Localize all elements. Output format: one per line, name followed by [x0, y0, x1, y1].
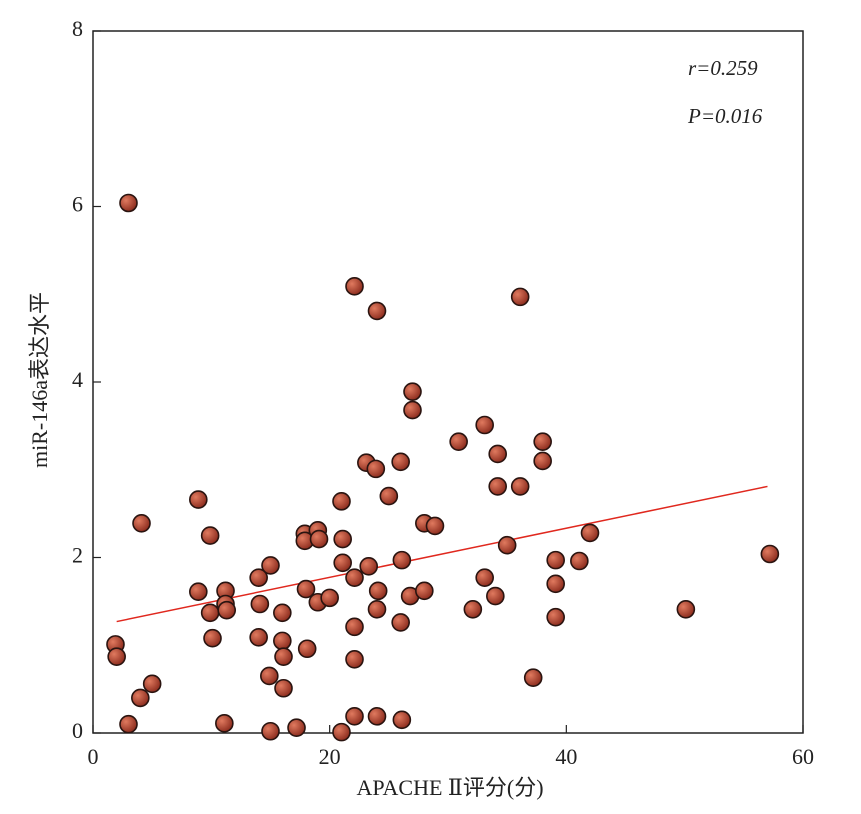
point: [320, 588, 339, 608]
point: [425, 516, 445, 536]
point: [296, 579, 316, 599]
point: [119, 714, 138, 734]
point: [215, 714, 234, 733]
point: [760, 544, 780, 564]
x-tick-label: 20: [319, 744, 341, 769]
point: [273, 603, 292, 623]
point: [119, 193, 138, 213]
point: [217, 600, 237, 620]
point: [249, 628, 268, 647]
point: [367, 707, 387, 726]
point: [368, 581, 388, 601]
point: [261, 556, 280, 575]
point: [366, 459, 386, 479]
point: [132, 513, 151, 533]
x-axis-label: APACHE Ⅱ评分(分): [356, 775, 543, 800]
y-tick-label: 8: [72, 16, 83, 41]
point: [309, 529, 329, 549]
point: [333, 529, 352, 549]
point: [488, 444, 508, 464]
point: [332, 492, 351, 511]
point: [546, 607, 565, 627]
point: [261, 721, 280, 741]
point: [345, 649, 364, 669]
point: [332, 722, 351, 742]
point: [345, 707, 364, 726]
point: [391, 452, 410, 472]
point: [570, 551, 589, 571]
point: [486, 586, 505, 606]
point: [546, 550, 565, 570]
x-tick-label: 0: [88, 744, 99, 769]
point: [510, 287, 530, 307]
point: [333, 553, 352, 573]
point: [273, 631, 292, 651]
fit-line: [116, 485, 768, 623]
point: [131, 688, 150, 708]
point: [497, 535, 517, 555]
point: [359, 556, 379, 576]
point: [449, 432, 468, 451]
y-tick-label: 4: [72, 367, 83, 392]
point: [415, 581, 434, 601]
annotation: r=0.259: [688, 56, 758, 80]
point: [475, 568, 494, 587]
point: [203, 628, 222, 648]
point: [533, 432, 552, 451]
point: [249, 568, 268, 587]
point: [510, 477, 530, 496]
point: [676, 599, 696, 619]
point: [200, 526, 220, 545]
point: [367, 301, 387, 321]
x-tick-label: 60: [792, 744, 814, 769]
point: [367, 599, 387, 619]
point: [379, 486, 399, 506]
y-axis-label: miR-146a表达水平: [27, 292, 52, 468]
point: [475, 415, 494, 435]
point: [488, 477, 508, 496]
point: [345, 617, 364, 637]
point: [142, 674, 162, 694]
point: [580, 523, 600, 543]
y-tick-label: 2: [72, 543, 83, 568]
point: [274, 678, 293, 698]
point: [250, 594, 270, 614]
point: [200, 603, 220, 623]
point: [403, 400, 422, 420]
point: [546, 574, 565, 594]
point: [533, 451, 552, 471]
y-tick-label: 6: [72, 192, 83, 217]
point: [189, 582, 208, 602]
point: [297, 639, 317, 659]
x-tick-label: 40: [555, 744, 577, 769]
point: [345, 568, 364, 587]
y-tick-label: 0: [72, 718, 83, 743]
point: [189, 490, 208, 509]
point: [392, 710, 412, 730]
annotation: P=0.016: [687, 104, 763, 128]
point: [392, 550, 412, 570]
point: [523, 668, 543, 688]
point: [107, 647, 126, 666]
point: [274, 647, 293, 666]
point: [391, 613, 410, 632]
point: [287, 718, 306, 738]
point: [260, 666, 279, 686]
point: [345, 277, 364, 296]
point: [403, 382, 422, 401]
point: [463, 599, 483, 619]
plot-frame: [92, 30, 804, 734]
